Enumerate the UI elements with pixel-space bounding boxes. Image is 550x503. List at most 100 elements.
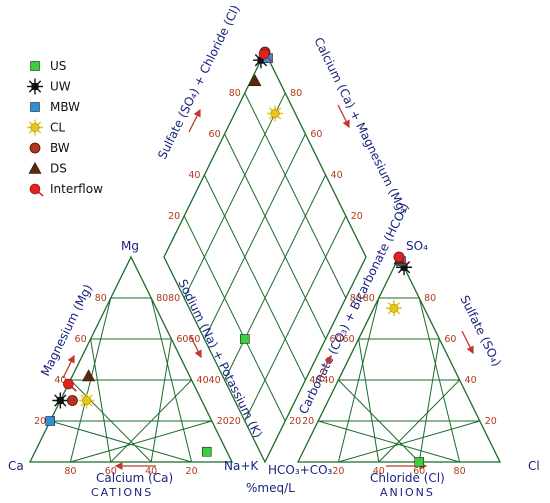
- diamond-upper-right-tick: 60: [310, 129, 322, 140]
- diamond-gridline: [183, 215, 286, 422]
- legend-marker-ds: [28, 161, 42, 174]
- cation-left-axis-label: Magnesium (Mg): [38, 282, 95, 378]
- arrow-calcium-magnesium: [337, 104, 350, 129]
- cation-gridline: [150, 297, 193, 463]
- anion-bottom-tick: 20: [332, 466, 344, 477]
- anion-corner-hco3: HCO₃+CO₃: [268, 463, 333, 477]
- cation-gridline: [110, 379, 192, 463]
- cation-gridline: [70, 379, 152, 463]
- anion-point-cl: [385, 300, 402, 317]
- anion-right-axis-label: Sulfate (SO₄): [457, 293, 504, 369]
- anion-bottom-tick: 60: [413, 466, 425, 477]
- diamond-gridline: [203, 174, 306, 381]
- anion-right-tick: 40: [465, 375, 477, 386]
- arrow-magnesium: [62, 354, 75, 379]
- anion-gridline: [318, 420, 460, 463]
- arrow-sulfate-chloride: [188, 108, 201, 133]
- cation-point-bw: [67, 395, 78, 406]
- legend-marker-interflow: [29, 183, 44, 197]
- diamond-lower-left-tick: 60: [188, 334, 200, 345]
- legend-label-bw: BW: [50, 141, 70, 155]
- anion-corner-cl: Cl: [528, 459, 540, 473]
- arrow-sulfate: [461, 330, 474, 355]
- diamond-lower-right-tick: 40: [309, 375, 321, 386]
- diamond-upper-left-label: Sulfate (SO₄) + Chloride (Cl): [155, 3, 243, 162]
- cation-left-tick: 80: [95, 293, 107, 304]
- diamond-lower-left-tick: 80: [168, 293, 180, 304]
- cation-triangle: [28, 255, 234, 463]
- arrow-sodium: [189, 334, 202, 359]
- diamond-upper-left-tick: 80: [229, 88, 241, 99]
- anion-left-tick: 80: [363, 293, 375, 304]
- legend-label-cl: CL: [50, 121, 65, 135]
- legend-marker-us: [30, 61, 40, 71]
- diamond-lower-right-tick: 20: [289, 416, 301, 427]
- legend-label-us: US: [50, 59, 66, 73]
- cation-right-tick: 60: [176, 334, 188, 345]
- cation-corner-ca: Ca: [8, 459, 24, 473]
- diamond-lower-left-tick: 40: [209, 375, 221, 386]
- anion-gridline: [338, 379, 420, 463]
- diamond-gridline: [224, 174, 327, 381]
- cation-point-mbw: [45, 416, 56, 426]
- anion-corner-so4: SO₄: [406, 239, 428, 253]
- cation-bottom-tick: 20: [186, 466, 198, 477]
- anion-left-tick: 40: [322, 375, 334, 386]
- diamond-point-cl: [267, 105, 284, 122]
- anion-right-tick: 60: [444, 334, 456, 345]
- diamond-upper-right-tick: 40: [331, 170, 343, 181]
- cation-point-uw: [52, 392, 69, 409]
- anion-gridline: [418, 297, 461, 463]
- anion-left-tick: 20: [302, 416, 314, 427]
- legend-marker-mbw: [30, 102, 40, 112]
- anion-gridline: [338, 420, 480, 463]
- anion-point-interflow: [393, 251, 408, 265]
- diamond-point-ds: [248, 74, 262, 86]
- cation-right-tick: 40: [197, 375, 209, 386]
- diamond-point-interflow: [258, 48, 273, 62]
- cation-right-tick: 20: [217, 416, 229, 427]
- sample-points: [45, 46, 425, 467]
- diamond-point-us: [240, 334, 250, 344]
- cation-point-interflow: [63, 378, 77, 392]
- anion-caption: ANIONS: [380, 486, 435, 499]
- cation-right-tick: 80: [156, 293, 168, 304]
- anion-triangle: [296, 255, 502, 463]
- central-diamond: [163, 50, 367, 464]
- anion-bottom-axis-label: Chloride (Cl): [370, 471, 445, 485]
- grid-lines: [50, 92, 480, 463]
- diamond-lower-left-tick: 20: [229, 416, 241, 427]
- arrow-carbonate: [319, 354, 332, 379]
- diamond-gridline: [244, 215, 347, 422]
- anion-gridline: [378, 379, 460, 463]
- legend-marker-cl: [27, 119, 43, 136]
- cation-bottom-axis-label: Calcium (Ca): [96, 471, 173, 485]
- cation-gridline: [150, 338, 172, 463]
- legend-marker-uw: [27, 78, 43, 95]
- anion-gridline: [418, 338, 440, 463]
- diamond-upper-left-tick: 20: [168, 211, 180, 222]
- cation-corner-nak: Na+K: [224, 459, 259, 473]
- anion-point-us: [414, 457, 425, 467]
- cation-point-cl: [78, 392, 95, 409]
- cation-bottom-tick: 60: [105, 466, 117, 477]
- diamond-gridline: [183, 92, 286, 299]
- legend-label-uw: UW: [50, 80, 71, 94]
- anion-bottom-tick: 40: [373, 466, 385, 477]
- legend-label-ds: DS: [50, 162, 67, 176]
- anion-gridline: [358, 338, 380, 463]
- diamond-upper-right-tick: 80: [290, 88, 302, 99]
- legend-label-interflow: Interflow: [50, 182, 103, 196]
- cation-gridline: [50, 420, 192, 463]
- cation-bottom-tick: 80: [64, 466, 76, 477]
- diamond-lower-right-tick: 60: [330, 334, 342, 345]
- diamond-lower-right-tick: 80: [350, 293, 362, 304]
- legend: US UW MBW CL BW DS Interflow: [27, 59, 103, 197]
- anion-right-tick: 20: [485, 416, 497, 427]
- cation-caption: CATIONS: [91, 486, 153, 499]
- anion-left-tick: 60: [343, 334, 355, 345]
- cation-bottom-tick: 40: [145, 466, 157, 477]
- cation-left-tick: 40: [54, 375, 66, 386]
